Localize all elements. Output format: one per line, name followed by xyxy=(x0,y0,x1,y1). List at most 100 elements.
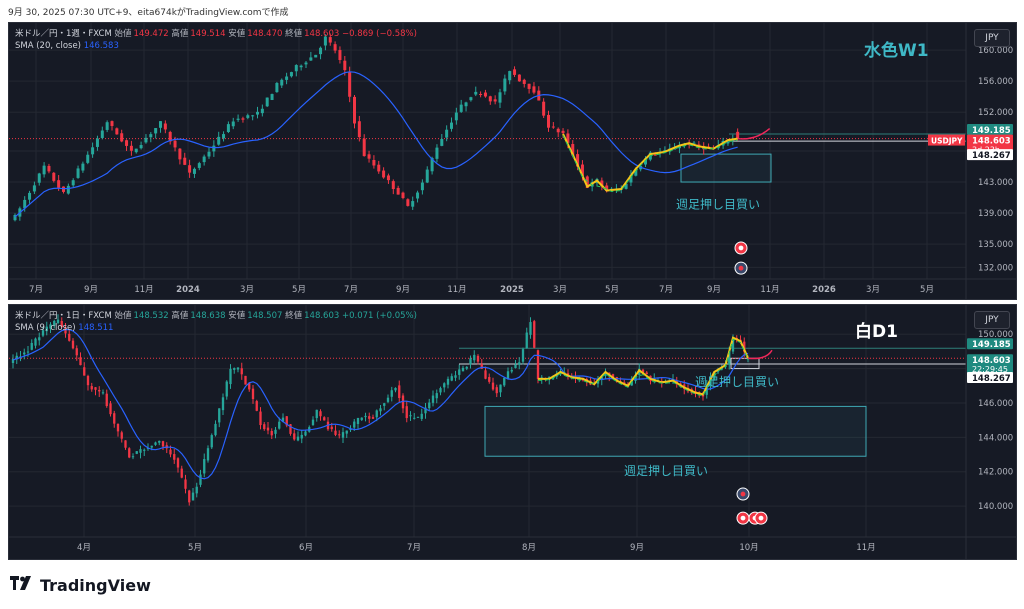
price-tick-label: 160.000 xyxy=(978,46,1013,56)
candle xyxy=(173,140,177,148)
candle xyxy=(561,130,565,134)
candle xyxy=(300,434,303,439)
candle xyxy=(240,368,243,375)
candle xyxy=(176,458,180,468)
candle xyxy=(629,174,633,183)
candle xyxy=(653,154,657,156)
candle xyxy=(255,401,258,411)
candle xyxy=(15,355,18,360)
candle xyxy=(503,377,506,386)
price-tick-label: 132.000 xyxy=(978,263,1013,273)
weekly-chart-pane[interactable]: 160.000156.000152.000147.000143.000139.0… xyxy=(8,22,1017,300)
candle xyxy=(420,413,423,419)
candle xyxy=(161,441,165,447)
candle xyxy=(236,367,240,370)
trend-overlay-line-2 xyxy=(538,338,749,397)
candle xyxy=(513,69,517,75)
time-tick-label: 5月 xyxy=(920,285,934,295)
candle xyxy=(260,108,264,114)
currency-button[interactable]: JPY xyxy=(974,311,1010,329)
candle xyxy=(274,429,277,434)
candle xyxy=(124,440,127,448)
candle xyxy=(458,369,461,375)
candle xyxy=(469,358,472,365)
candle xyxy=(556,128,560,133)
event-flag-us-icon-dot xyxy=(738,265,744,271)
candle xyxy=(195,486,198,494)
close-value: 148.603 xyxy=(304,29,340,39)
candle xyxy=(356,417,360,424)
candle xyxy=(163,123,167,130)
last-price-tag: 148.603 xyxy=(972,137,1011,147)
candle xyxy=(125,140,129,146)
snapshot-caption: 9月 30, 2025 07:30 UTC+9、eita674kがTrading… xyxy=(8,8,289,18)
time-tick-label: 2026 xyxy=(812,285,836,295)
candle xyxy=(91,147,95,155)
candle xyxy=(139,449,142,453)
daily-chart-pane[interactable]: 150.000148.000146.000144.000142.000140.0… xyxy=(8,304,1017,560)
candle xyxy=(435,147,439,159)
candle xyxy=(75,348,78,356)
candle xyxy=(514,364,517,369)
candle xyxy=(338,434,341,436)
price-tick-label: 140.000 xyxy=(978,502,1013,512)
candle xyxy=(38,337,41,341)
candle xyxy=(57,180,61,188)
weekly-sma-legend[interactable]: SMA (20, close) 146.583 xyxy=(15,41,119,51)
candle xyxy=(411,201,415,207)
candle xyxy=(45,326,48,332)
candle xyxy=(149,134,153,138)
candle xyxy=(129,145,133,151)
candle xyxy=(430,157,434,172)
candle xyxy=(716,371,720,373)
candle xyxy=(566,373,570,375)
time-tick-label: 9月 xyxy=(396,285,410,295)
candle xyxy=(431,395,435,403)
candle xyxy=(390,390,393,397)
candle xyxy=(120,432,123,439)
candle xyxy=(120,133,124,142)
candle xyxy=(214,423,217,436)
candle xyxy=(191,492,195,501)
candle xyxy=(56,319,60,323)
candle xyxy=(169,449,172,455)
candle xyxy=(309,57,313,61)
currency-button[interactable]: JPY xyxy=(974,29,1010,47)
symbol-title: 米ドル／円・1日・FXCM xyxy=(15,311,112,321)
candle xyxy=(506,371,510,379)
candle xyxy=(566,133,570,143)
candle xyxy=(60,321,63,327)
daily-chart-svg[interactable]: 150.000148.000146.000144.000142.000140.0… xyxy=(9,305,1016,559)
candle xyxy=(293,433,296,440)
candle xyxy=(304,62,308,65)
sma-line xyxy=(14,71,738,218)
candle xyxy=(371,417,375,419)
time-tick-label: 5月 xyxy=(605,285,619,295)
price-tick-label: 156.000 xyxy=(978,77,1013,87)
candle xyxy=(536,350,540,379)
candle xyxy=(328,37,332,43)
candle xyxy=(424,407,427,414)
candle xyxy=(736,131,740,139)
candle xyxy=(643,158,648,165)
candle xyxy=(386,397,390,402)
change-value: −0.869 (−0.58%) xyxy=(341,29,417,39)
symbol-tag: USDJPY xyxy=(931,137,963,146)
candle xyxy=(34,338,37,346)
price-tick-label: 139.000 xyxy=(978,209,1013,219)
time-tick-label: 11月 xyxy=(447,285,466,295)
bid-price-tag-bg xyxy=(967,149,1013,161)
daily-sma-legend[interactable]: SMA (9, close) 148.511 xyxy=(15,323,113,333)
candle xyxy=(382,170,386,178)
candle xyxy=(334,430,337,435)
price-tick-label: 144.000 xyxy=(978,433,1013,443)
candle xyxy=(345,430,348,434)
candle xyxy=(386,175,390,181)
candle xyxy=(270,94,274,100)
candle xyxy=(580,164,584,176)
candle xyxy=(23,199,27,209)
candle xyxy=(68,333,71,341)
change-value: +0.071 (+0.05%) xyxy=(341,311,417,321)
tradingview-brand[interactable]: TradingView xyxy=(10,575,151,595)
weekly-chart-svg[interactable]: 160.000156.000152.000147.000143.000139.0… xyxy=(9,23,1016,299)
